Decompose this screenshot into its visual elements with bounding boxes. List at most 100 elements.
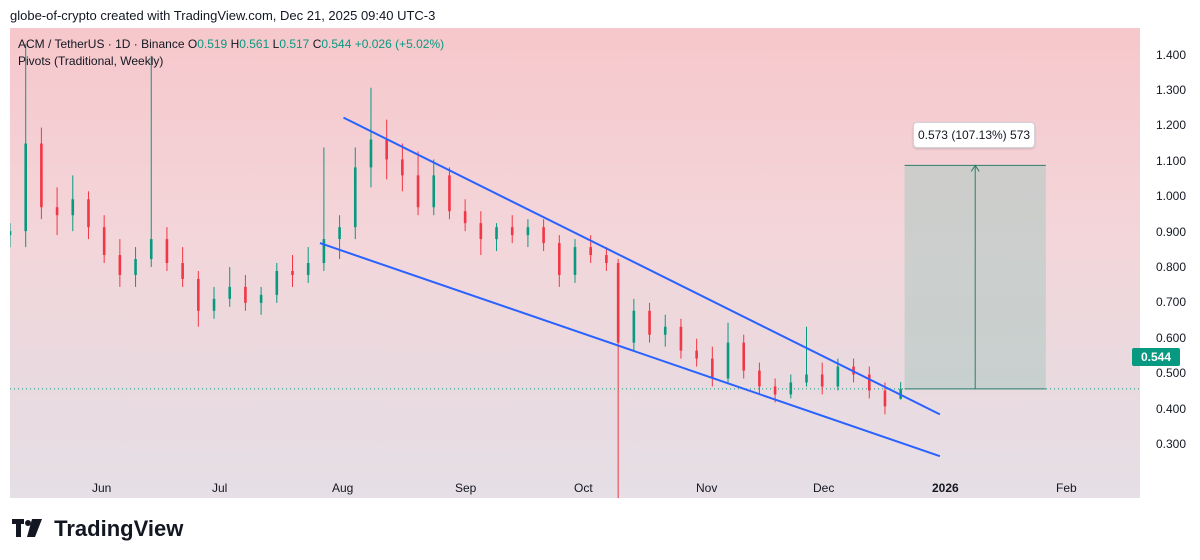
price-tick: 0.400 xyxy=(1155,402,1186,416)
candle-body xyxy=(432,175,436,208)
measure-label[interactable]: 0.573 (107.13%) 573 xyxy=(913,122,1035,148)
chart-credit: globe-of-crypto created with TradingView… xyxy=(10,8,436,23)
chart-svg xyxy=(10,43,1140,498)
price-tick: 1.000 xyxy=(1155,189,1186,203)
legend-indicator[interactable]: Pivots (Traditional, Weekly) xyxy=(18,54,164,68)
candle-body xyxy=(789,382,793,395)
price-tick: 0.600 xyxy=(1155,331,1186,345)
candle-body xyxy=(369,139,373,168)
legend-symbol[interactable]: ACM / TetherUS · 1D · Binance xyxy=(18,37,185,51)
tradingview-branding[interactable]: TradingView xyxy=(12,516,183,543)
price-tick: 0.900 xyxy=(1155,225,1186,239)
candle-body xyxy=(711,358,714,379)
time-tick: Dec xyxy=(813,481,835,495)
candle-body xyxy=(228,286,232,299)
tradingview-logo-icon xyxy=(12,517,42,543)
candle-body xyxy=(773,386,777,395)
candle-body xyxy=(805,374,808,383)
candle-body xyxy=(149,239,153,260)
candle-body xyxy=(573,247,577,275)
candle-body xyxy=(663,326,667,335)
candle-body xyxy=(385,139,388,160)
time-tick: Aug xyxy=(332,481,354,495)
price-tick: 0.500 xyxy=(1155,366,1186,380)
candle-body xyxy=(742,342,746,371)
price-tick: 1.100 xyxy=(1155,154,1186,168)
candle-body xyxy=(244,286,247,303)
legend-change: +0.026 (+5.02%) xyxy=(354,37,445,51)
time-tick: Sep xyxy=(455,481,477,495)
candle-body xyxy=(401,159,404,176)
candle-body xyxy=(338,227,341,240)
candle-body xyxy=(306,263,310,275)
legend-h-value: 0.561 xyxy=(239,37,270,51)
candle-body xyxy=(510,227,514,236)
measure-arrow-head xyxy=(970,164,980,172)
candle-body xyxy=(883,390,887,407)
price-tick: 0.700 xyxy=(1155,295,1186,309)
legend-o-value: 0.519 xyxy=(197,37,228,51)
candle-body xyxy=(197,278,200,311)
lower-trendline xyxy=(319,242,941,458)
candle-body xyxy=(495,227,498,240)
price-tick: 1.300 xyxy=(1155,83,1186,97)
candle-body xyxy=(275,270,279,295)
candle-body xyxy=(40,143,43,208)
chart-legend: ACM / TetherUS · 1D · Binance O0.519 H0.… xyxy=(18,36,444,70)
candle-body xyxy=(758,370,761,387)
candle-body xyxy=(102,227,106,256)
price-tick: 0.300 xyxy=(1155,437,1186,451)
legend-c-value: 0.544 xyxy=(321,37,352,51)
legend-l-label: L xyxy=(272,37,280,51)
candle-body xyxy=(679,326,683,351)
candle-body xyxy=(632,310,636,343)
candle-body xyxy=(605,255,608,263)
legend-c-label: C xyxy=(312,37,322,51)
candle-body xyxy=(695,350,698,359)
candle-body xyxy=(322,239,326,263)
candle-body xyxy=(118,255,122,275)
candle-body xyxy=(24,143,27,232)
candle-body xyxy=(726,342,730,379)
price-tick: 1.200 xyxy=(1155,118,1186,132)
candle-body xyxy=(542,227,545,244)
time-tick: Feb xyxy=(1056,481,1077,495)
candle-body xyxy=(416,175,420,208)
time-tick: 2026 xyxy=(932,481,959,495)
candle-body xyxy=(479,223,483,240)
candle-body xyxy=(353,167,357,228)
candle-body xyxy=(448,175,451,212)
candle-body xyxy=(259,294,263,303)
candle-body xyxy=(55,207,59,216)
candle-body xyxy=(10,231,12,236)
chart-area[interactable] xyxy=(10,28,1140,498)
candle-body xyxy=(71,199,75,216)
legend-h-label: H xyxy=(230,37,240,51)
candle-body xyxy=(589,247,592,256)
legend-o-label: O xyxy=(187,37,198,51)
time-tick: Oct xyxy=(574,481,593,495)
time-tick: Jul xyxy=(212,481,228,495)
time-tick: Nov xyxy=(696,481,718,495)
candle-body xyxy=(616,263,620,343)
candle-body xyxy=(291,270,294,275)
upper-trendline xyxy=(343,116,941,416)
price-tick: 0.800 xyxy=(1155,260,1186,274)
candle-body xyxy=(836,366,840,387)
candle-body xyxy=(134,259,137,275)
legend-l-value: 0.517 xyxy=(279,37,310,51)
candle-body xyxy=(165,239,169,263)
candle-body xyxy=(463,211,467,224)
current-price-badge: 0.544 xyxy=(1132,348,1180,366)
price-axis[interactable]: 1.400 1.300 1.200 1.100 1.000 0.900 0.80… xyxy=(1140,28,1200,498)
candle-body xyxy=(867,374,871,391)
candle-body xyxy=(820,374,824,387)
candle-body xyxy=(648,310,651,335)
candle-body xyxy=(558,243,561,275)
candle-body xyxy=(212,298,216,311)
legend-row-1: ACM / TetherUS · 1D · Binance O0.519 H0.… xyxy=(18,36,444,53)
price-tick: 1.400 xyxy=(1155,48,1186,62)
candle-body xyxy=(181,263,184,279)
candle-body xyxy=(87,199,90,228)
tradingview-wordmark: TradingView xyxy=(54,516,184,541)
